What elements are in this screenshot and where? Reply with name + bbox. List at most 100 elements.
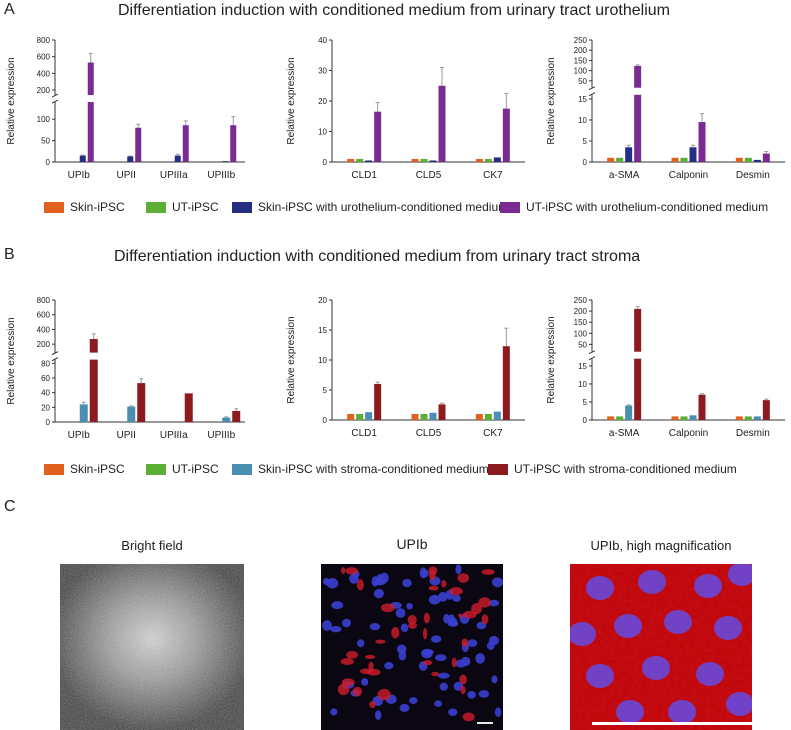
bar: [607, 157, 615, 162]
y-tick-label: 250: [574, 296, 588, 305]
nucleus: [331, 601, 344, 610]
bar: [182, 125, 189, 162]
y-tick-label: 15: [578, 95, 587, 104]
y-tick-label: 800: [37, 296, 51, 305]
bar-break-gap: [633, 87, 643, 95]
upib-signal: [366, 668, 381, 676]
bar: [671, 157, 679, 162]
y-tick-label: 150: [574, 318, 588, 327]
y-tick-label: 200: [574, 307, 588, 316]
upib-signal: [441, 580, 447, 588]
y-tick-label: 100: [37, 115, 51, 124]
nucleus: [434, 700, 442, 707]
nucleus: [402, 578, 412, 588]
bar: [347, 158, 355, 162]
legend-a-ut-ipsc: UT-iPSC: [146, 200, 219, 214]
y-tick-label: 800: [37, 36, 51, 45]
nucleus: [443, 613, 450, 624]
nucleus: [356, 639, 365, 648]
y-tick-label: 10: [318, 356, 327, 365]
upib-signal: [364, 654, 376, 659]
bar: [184, 393, 193, 422]
y-tick-label: 100: [574, 67, 588, 76]
bar: [484, 158, 492, 162]
bar: [347, 414, 355, 420]
bar: [429, 160, 437, 162]
y-tick-label: 400: [37, 325, 51, 334]
nucleus: [494, 707, 502, 718]
chart-b-claudins: 0 5 10 15 20 Relative expression CLD1 CLD5 CK7: [286, 296, 525, 439]
x-category-label: CLD5: [416, 428, 442, 439]
bar: [671, 416, 679, 420]
bar: [625, 405, 633, 420]
bar: [365, 160, 373, 162]
bar: [484, 414, 492, 420]
bar: [127, 406, 136, 422]
y-tick-label: 600: [37, 311, 51, 320]
upib-signal: [429, 570, 436, 581]
y-tick-label: 50: [41, 137, 50, 146]
y-axis-label: Relative expression: [286, 57, 297, 144]
upib-signal: [428, 585, 439, 591]
bar-break-gap: [88, 352, 99, 360]
legend-label: Skin-iPSC: [70, 462, 125, 476]
y-tick-label: 10: [318, 128, 327, 137]
nucleus: [361, 678, 369, 686]
nucleus: [428, 594, 441, 605]
nucleus: [668, 700, 696, 724]
y-tick-label: 150: [574, 56, 588, 65]
y-axis-label: Relative expression: [546, 316, 557, 403]
y-tick-label: 0: [46, 158, 51, 167]
nucleus: [409, 697, 418, 704]
x-category-label: UPIIIa: [160, 170, 188, 181]
upib-signal: [459, 674, 467, 685]
legend-label: UT-iPSC: [172, 200, 219, 214]
legend-label: UT-iPSC with urothelium-conditioned medi…: [526, 200, 769, 214]
x-category-label: UPIb: [68, 170, 91, 181]
x-category-label: Desmin: [736, 428, 770, 439]
upib-signal: [375, 639, 386, 644]
nucleus: [570, 622, 596, 646]
image-title-upib-high-mag: UPIb, high magnification: [590, 538, 732, 553]
panel-letter-b: B: [4, 246, 15, 263]
bar: [744, 416, 752, 420]
nucleus: [642, 656, 670, 680]
nucleus: [419, 567, 427, 579]
y-tick-label: 5: [323, 386, 328, 395]
axis-break-mark: [588, 356, 596, 361]
legend-a-skin-ipsc: Skin-iPSC: [44, 200, 125, 214]
bar: [698, 394, 706, 420]
nucleus: [406, 603, 413, 610]
nucleus: [326, 578, 339, 589]
nucleus: [492, 577, 503, 588]
nucleus: [714, 616, 742, 640]
upib-signal: [345, 567, 359, 575]
nucleus: [330, 708, 338, 716]
bar: [420, 158, 428, 162]
nucleus: [491, 675, 498, 684]
bar: [79, 404, 88, 422]
upib-signal: [391, 627, 400, 639]
bar: [79, 155, 86, 162]
legend-label: Skin-iPSC with stroma-conditioned medium: [258, 462, 489, 476]
y-tick-label: 15: [318, 326, 327, 335]
upib-signal: [422, 627, 428, 640]
y-tick-label: 0: [323, 416, 328, 425]
bar: [89, 339, 98, 422]
upib-signal: [340, 658, 354, 666]
nucleus: [376, 574, 384, 584]
upib-high-magnification-image: [570, 564, 752, 730]
bar: [438, 404, 446, 420]
bar: [232, 410, 241, 422]
nucleus: [435, 654, 447, 662]
nucleus: [488, 635, 500, 646]
nucleus: [478, 690, 490, 698]
nucleus: [614, 614, 642, 638]
legend-a-skin-ipsc-urothelium: Skin-iPSC with urothelium-conditioned me…: [232, 200, 508, 214]
nucleus: [696, 662, 724, 686]
bar: [689, 147, 697, 162]
y-tick-label: 100: [574, 329, 588, 338]
nucleus: [399, 703, 410, 712]
upib-signal: [341, 567, 346, 574]
upib-signal: [481, 569, 495, 575]
